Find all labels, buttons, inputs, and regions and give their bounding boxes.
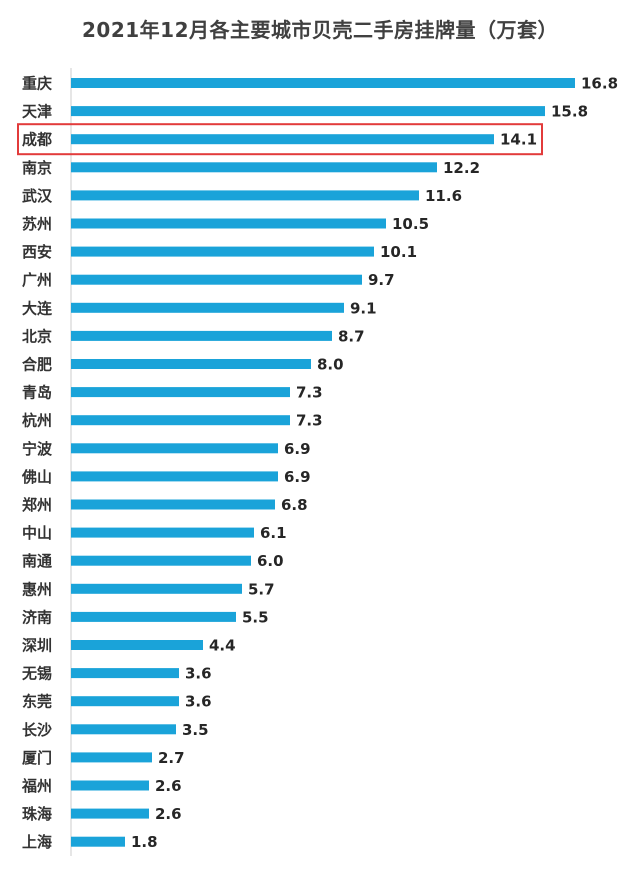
value-label: 5.5 xyxy=(242,608,269,626)
bar xyxy=(71,696,179,707)
value-label: 10.5 xyxy=(392,215,429,233)
category-label: 中山 xyxy=(22,524,52,542)
value-label: 8.7 xyxy=(338,327,365,345)
value-label: 6.8 xyxy=(281,496,308,514)
value-label: 9.7 xyxy=(368,271,395,289)
value-label: 6.9 xyxy=(284,468,311,486)
bar xyxy=(71,555,251,566)
bar xyxy=(71,246,374,257)
bar xyxy=(71,274,362,285)
bar xyxy=(71,106,545,117)
value-label: 10.1 xyxy=(380,243,417,261)
bar xyxy=(71,499,275,510)
bar xyxy=(71,302,344,313)
value-label: 2.6 xyxy=(155,805,182,823)
category-label: 西安 xyxy=(22,243,52,261)
category-label: 天津 xyxy=(22,103,52,121)
category-label: 郑州 xyxy=(22,496,52,514)
bar xyxy=(71,668,179,679)
bar xyxy=(71,471,278,482)
bar xyxy=(71,583,242,594)
value-label: 2.6 xyxy=(155,777,182,795)
category-label: 广州 xyxy=(22,271,52,289)
chart-title: 2021年12月各主要城市贝壳二手房挂牌量（万套） xyxy=(82,18,558,42)
category-label: 深圳 xyxy=(22,637,52,655)
bar xyxy=(71,780,149,791)
bar xyxy=(71,724,176,735)
bar xyxy=(71,836,125,847)
category-label: 上海 xyxy=(22,833,52,851)
value-label: 6.0 xyxy=(257,552,284,570)
value-label: 8.0 xyxy=(317,356,344,374)
category-label: 青岛 xyxy=(22,384,52,402)
bar xyxy=(71,527,254,538)
value-label: 7.3 xyxy=(296,412,323,430)
category-label: 厦门 xyxy=(22,749,52,767)
bar xyxy=(71,330,332,341)
category-label: 南通 xyxy=(22,552,52,570)
category-label: 长沙 xyxy=(22,721,52,739)
category-label: 重庆 xyxy=(22,75,52,93)
value-label: 1.8 xyxy=(131,833,158,851)
bar xyxy=(71,218,386,229)
value-label: 2.7 xyxy=(158,749,185,767)
bar xyxy=(71,808,149,819)
category-label: 苏州 xyxy=(22,215,52,233)
category-label: 合肥 xyxy=(21,356,52,374)
category-label: 佛山 xyxy=(21,468,52,486)
bar xyxy=(71,387,290,398)
value-label: 9.1 xyxy=(350,299,377,317)
category-label: 北京 xyxy=(22,327,52,345)
value-label: 12.2 xyxy=(443,159,480,177)
value-label: 5.7 xyxy=(248,580,275,598)
value-label: 3.6 xyxy=(185,693,212,711)
category-label: 无锡 xyxy=(21,665,52,683)
category-label: 大连 xyxy=(22,299,53,317)
value-label: 11.6 xyxy=(425,187,462,205)
bar xyxy=(71,162,437,173)
highlight-box xyxy=(17,123,543,156)
category-label: 成都 xyxy=(22,131,52,149)
category-label: 东莞 xyxy=(22,693,52,711)
value-label: 3.5 xyxy=(182,721,209,739)
category-label: 宁波 xyxy=(22,440,53,458)
category-label: 济南 xyxy=(22,608,52,626)
bar xyxy=(71,359,311,369)
value-label: 15.8 xyxy=(551,103,588,121)
category-label: 杭州 xyxy=(22,412,52,430)
value-label: 14.1 xyxy=(500,131,537,149)
value-label: 7.3 xyxy=(296,384,323,402)
category-label: 福州 xyxy=(21,777,52,795)
bar xyxy=(71,78,575,88)
category-label: 武汉 xyxy=(22,187,53,205)
category-label: 珠海 xyxy=(22,805,52,823)
bar xyxy=(71,752,152,763)
category-label: 南京 xyxy=(22,159,52,177)
value-label: 6.1 xyxy=(260,524,287,542)
bar xyxy=(71,134,494,145)
bar xyxy=(71,415,290,426)
bar xyxy=(71,190,419,201)
value-label: 16.8 xyxy=(581,75,618,93)
category-label: 惠州 xyxy=(22,580,52,598)
value-label: 4.4 xyxy=(209,637,236,655)
value-label: 6.9 xyxy=(284,440,311,458)
bars-layer: 重庆 16.8 天津 15.8 成都 14.1 南京 12.2 武汉 11.6 苏州 10.5 西安 10… xyxy=(17,75,618,851)
bar xyxy=(71,443,278,454)
bar xyxy=(71,640,203,650)
bar xyxy=(71,611,236,622)
value-label: 3.6 xyxy=(185,665,212,683)
